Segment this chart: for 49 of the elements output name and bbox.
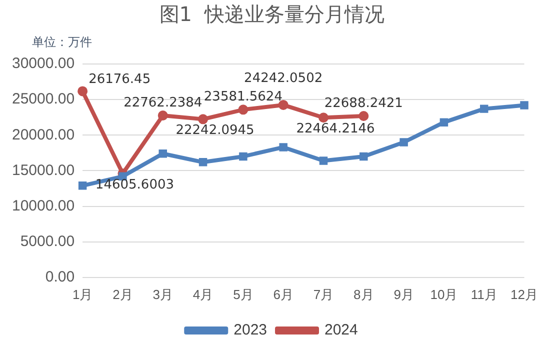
data-label: 24242.0502 [244, 70, 323, 86]
data-label: 22688.2421 [324, 96, 403, 111]
legend-label: 2023 [234, 322, 268, 339]
data-label: 26176.45 [88, 72, 151, 88]
point [239, 152, 248, 161]
x-tick-label: 8月 [354, 286, 374, 302]
data-label: 22762.2384 [124, 95, 202, 110]
legend-label: 2024 [324, 322, 358, 339]
y-tick-label: 15000.00 [12, 162, 75, 179]
y-tick-label: 20000.00 [12, 126, 75, 144]
text: 单位：万件 [32, 34, 92, 51]
x-tick-label: 11月 [470, 286, 498, 302]
x-tick-label: 1月 [72, 286, 93, 302]
x-tick-label: 2月 [112, 286, 133, 302]
data-label: 23581.5624 [204, 90, 282, 105]
chart-title: 图1 快递业务量分月情况 [159, 2, 385, 26]
point [319, 156, 328, 165]
point [480, 104, 488, 113]
point [158, 110, 168, 120]
point [360, 152, 368, 161]
point [279, 143, 288, 152]
point [520, 101, 528, 110]
x-tick-label: 12月 [510, 286, 538, 302]
y-tick-label: 0.00 [45, 268, 75, 286]
x-tick-label: 7月 [313, 286, 334, 302]
point [358, 111, 369, 122]
y-tick-label: 10000.00 [12, 197, 75, 214]
point [238, 104, 248, 115]
x-tick-label: 3月 [152, 286, 173, 302]
data-label: 22464.2146 [296, 121, 375, 136]
x-tick-label: 5月 [233, 286, 254, 302]
data-label: 14605.6003 [95, 177, 174, 192]
point [78, 86, 88, 96]
x-tick-label: 4月 [192, 286, 214, 302]
point [158, 150, 167, 158]
point [440, 118, 448, 126]
y-tick-label: 30000.00 [12, 55, 75, 72]
y-tick-label: 5000.00 [20, 232, 75, 250]
y-tick-label: 25000.00 [12, 90, 75, 108]
x-tick-label: 6月 [273, 286, 294, 302]
point [278, 100, 288, 110]
point [78, 182, 87, 190]
point [198, 114, 208, 124]
data-label: 22242.0945 [176, 123, 254, 138]
point [318, 112, 328, 123]
point [198, 158, 208, 166]
point [400, 138, 408, 146]
x-tick-label: 10月 [430, 286, 458, 302]
x-tick-label: 9月 [394, 286, 414, 302]
